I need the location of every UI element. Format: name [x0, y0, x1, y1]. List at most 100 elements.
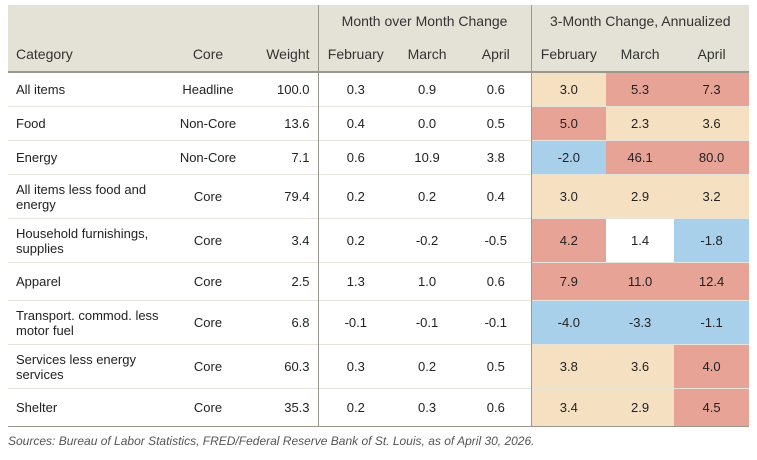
- category-cell: Household furnishings, supplies: [8, 218, 168, 263]
- category-cell: All items less food and energy: [8, 174, 168, 219]
- group-header-mom: Month over Month Change: [317, 5, 532, 37]
- category-cell: Food: [8, 106, 168, 141]
- mom-february-cell: 0.6: [317, 140, 394, 175]
- category-cell: Services less energy services: [8, 344, 168, 389]
- annualized-february-cell: 3.0: [530, 174, 607, 219]
- mom-march-cell: 0.9: [393, 71, 462, 107]
- col-header-core: Core: [168, 37, 248, 72]
- core-cell: Core: [168, 300, 248, 345]
- core-cell: Headline: [168, 71, 248, 107]
- mom-april-cell: 3.8: [461, 140, 532, 175]
- annualized-april-cell: 4.5: [674, 388, 750, 427]
- col-header-mom-february: February: [317, 37, 394, 72]
- category-cell: Transport. commod. less motor fuel: [8, 300, 168, 345]
- mom-april-cell: 0.4: [461, 174, 532, 219]
- mom-february-cell: 0.2: [317, 174, 394, 219]
- annualized-march-cell: -3.3: [606, 300, 675, 345]
- table-row: Transport. commod. less motor fuel Core 6.…: [8, 300, 750, 345]
- weight-cell: 13.6: [248, 106, 319, 141]
- annualized-march-cell: 11.0: [606, 262, 675, 301]
- mom-march-cell: 1.0: [393, 262, 462, 301]
- mom-march-cell: 0.2: [393, 344, 462, 389]
- mom-april-cell: 0.5: [461, 344, 532, 389]
- annualized-april-cell: 4.0: [674, 344, 750, 389]
- table-row: Apparel Core 2.5 1.3 1.0 0.6 7.9 11.0 12.4: [8, 262, 750, 301]
- mom-april-cell: -0.1: [461, 300, 532, 345]
- annualized-march-cell: 2.3: [606, 106, 675, 141]
- col-header-mom-april: April: [461, 37, 532, 72]
- mom-february-cell: 0.3: [317, 344, 394, 389]
- group-header-spacer: [8, 5, 319, 37]
- mom-february-cell: 0.2: [317, 218, 394, 263]
- annualized-march-cell: 1.4: [606, 218, 675, 263]
- table-row: All items Headline 100.0 0.3 0.9 0.6 3.0 5.3 7.3: [8, 71, 750, 107]
- weight-cell: 7.1: [248, 140, 319, 175]
- annualized-march-cell: 3.6: [606, 344, 675, 389]
- table-row: Services less energy services Core 60.3 0.3…: [8, 344, 750, 389]
- mom-march-cell: -0.2: [393, 218, 462, 263]
- annualized-april-cell: 3.6: [674, 106, 750, 141]
- mom-march-cell: 0.0: [393, 106, 462, 141]
- annualized-march-cell: 2.9: [606, 174, 675, 219]
- annualized-april-cell: 12.4: [674, 262, 750, 301]
- mom-april-cell: 0.6: [461, 71, 532, 107]
- category-cell: Energy: [8, 140, 168, 175]
- annualized-march-cell: 2.9: [606, 388, 675, 427]
- annualized-april-cell: 80.0: [674, 140, 750, 175]
- core-cell: Core: [168, 344, 248, 389]
- category-cell: Shelter: [8, 388, 168, 427]
- mom-march-cell: 0.2: [393, 174, 462, 219]
- mom-march-cell: -0.1: [393, 300, 462, 345]
- mom-march-cell: 0.3: [393, 388, 462, 427]
- category-cell: Apparel: [8, 262, 168, 301]
- col-header-ann-april: April: [674, 37, 750, 72]
- col-header-category: Category: [8, 37, 168, 72]
- annualized-february-cell: 3.4: [530, 388, 607, 427]
- weight-cell: 6.8: [248, 300, 319, 345]
- core-cell: Non-Core: [168, 140, 248, 175]
- annualized-april-cell: 7.3: [674, 71, 750, 107]
- core-cell: Core: [168, 174, 248, 219]
- annualized-february-cell: 3.8: [530, 344, 607, 389]
- annualized-february-cell: 7.9: [530, 262, 607, 301]
- col-header-ann-march: March: [606, 37, 675, 72]
- mom-march-cell: 10.9: [393, 140, 462, 175]
- col-header-weight: Weight: [248, 37, 319, 72]
- annualized-february-cell: -4.0: [530, 300, 607, 345]
- annualized-february-cell: -2.0: [530, 140, 607, 175]
- mom-february-cell: 1.3: [317, 262, 394, 301]
- cpi-table: Month over Month Change 3-Month Change, …: [8, 5, 750, 427]
- annualized-april-cell: 3.2: [674, 174, 750, 219]
- table-row: Energy Non-Core 7.1 0.6 10.9 3.8 -2.0 46.1 80.0: [8, 140, 750, 175]
- group-header-annualized: 3-Month Change, Annualized: [530, 5, 750, 37]
- mom-february-cell: 0.3: [317, 71, 394, 107]
- table-row: All items less food and energy Core 79.4 0.…: [8, 174, 750, 219]
- mom-february-cell: 0.2: [317, 388, 394, 427]
- annualized-february-cell: 3.0: [530, 71, 607, 107]
- annualized-march-cell: 46.1: [606, 140, 675, 175]
- weight-cell: 3.4: [248, 218, 319, 263]
- col-header-mom-march: March: [393, 37, 462, 72]
- column-header-row: Category Core Weight February March Apri…: [8, 37, 750, 72]
- table-row: Food Non-Core 13.6 0.4 0.0 0.5 5.0 2.3 3.6: [8, 106, 750, 141]
- source-note: Sources: Bureau of Labor Statistics, FRE…: [8, 434, 535, 448]
- mom-february-cell: 0.4: [317, 106, 394, 141]
- table-row: Household furnishings, supplies Core 3.4 0.…: [8, 218, 750, 263]
- core-cell: Non-Core: [168, 106, 248, 141]
- weight-cell: 79.4: [248, 174, 319, 219]
- table-row: Shelter Core 35.3 0.2 0.3 0.6 3.4 2.9 4.5: [8, 388, 750, 427]
- weight-cell: 35.3: [248, 388, 319, 427]
- mom-april-cell: 0.5: [461, 106, 532, 141]
- category-cell: All items: [8, 71, 168, 107]
- mom-february-cell: -0.1: [317, 300, 394, 345]
- core-cell: Core: [168, 218, 248, 263]
- col-header-ann-february: February: [530, 37, 607, 72]
- mom-april-cell: 0.6: [461, 262, 532, 301]
- annualized-april-cell: -1.8: [674, 218, 750, 263]
- mom-april-cell: 0.6: [461, 388, 532, 427]
- annualized-february-cell: 5.0: [530, 106, 607, 141]
- annualized-march-cell: 5.3: [606, 71, 675, 107]
- weight-cell: 60.3: [248, 344, 319, 389]
- annualized-february-cell: 4.2: [530, 218, 607, 263]
